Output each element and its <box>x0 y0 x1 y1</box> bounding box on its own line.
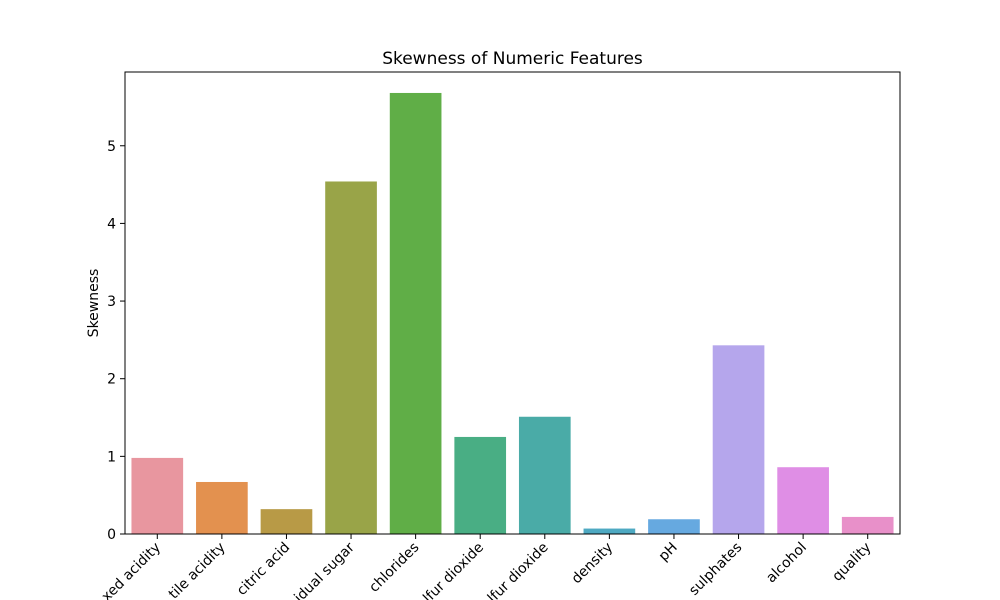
y-tick-label: 1 <box>107 449 116 465</box>
x-tick-label: alcohol <box>763 540 810 587</box>
y-tick-label: 4 <box>107 216 116 232</box>
x-tick-label: quality <box>829 540 874 585</box>
bar-volatile-acidity <box>196 481 248 534</box>
x-tick-label: citric acid <box>234 540 293 599</box>
bar-alcohol <box>777 467 829 534</box>
x-tick-label: density <box>569 540 617 588</box>
bar-residual-sugar <box>325 181 377 535</box>
bar-fixed-acidity <box>131 457 184 534</box>
bar-sulphates <box>712 345 765 534</box>
y-axis: 0 1 2 3 4 5 <box>107 139 125 543</box>
bar-chlorides <box>389 92 442 535</box>
x-axis: xed acidity tile acidity citric acididual … <box>99 534 875 600</box>
x-tick-label: idual sugar <box>291 539 358 600</box>
x-tick-label: tile acidity <box>166 540 229 600</box>
bar-total-sulfur-dioxide <box>518 416 571 534</box>
x-tick-label: pH <box>656 540 681 565</box>
bar-free-sulfur-dioxide <box>454 436 507 534</box>
x-tick-label: chlorides <box>366 540 422 596</box>
y-axis-title: Skewness <box>86 269 102 338</box>
y-tick-label: 3 <box>107 294 116 310</box>
y-tick-label: 2 <box>107 372 116 388</box>
plot-frame <box>124 71 901 535</box>
y-tick-label: 5 <box>107 139 116 155</box>
x-tick-label: lfur dioxide <box>420 540 487 600</box>
bar-pH <box>648 519 700 534</box>
x-tick-label: xed acidity <box>99 540 164 600</box>
x-tick-label: sulphates <box>686 540 745 599</box>
bar-quality <box>841 516 894 534</box>
bar-citric-acid <box>260 509 313 534</box>
bars-layer <box>131 92 894 535</box>
y-tick-label: 0 <box>107 527 116 543</box>
chart-title: Skewness of Numeric Features <box>382 49 643 69</box>
bar-density <box>583 528 636 534</box>
x-tick-label: lfur dioxide <box>485 540 552 600</box>
